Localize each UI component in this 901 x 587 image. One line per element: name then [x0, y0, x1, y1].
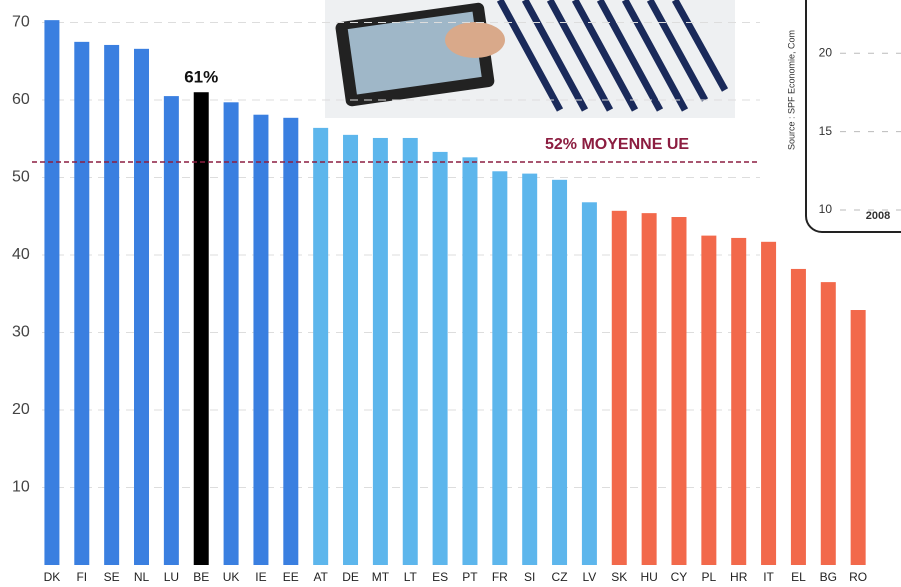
y-tick-label: 50: [12, 169, 30, 186]
bar: [343, 134, 359, 566]
bar: [522, 173, 538, 566]
bar: [402, 137, 418, 565]
x-tick-label: CZ: [552, 570, 568, 584]
y-tick-label: 20: [12, 401, 30, 418]
bar: [372, 137, 388, 565]
bar: [44, 20, 60, 566]
bar: [701, 235, 717, 566]
x-tick-label: DK: [44, 570, 61, 584]
bar: [552, 179, 568, 565]
x-tick-label: ES: [432, 570, 448, 584]
x-tick-label: IE: [255, 570, 266, 584]
x-tick-label: FI: [76, 570, 87, 584]
x-tick-label: FR: [492, 570, 508, 584]
bar: [134, 48, 150, 566]
bar: [462, 157, 478, 565]
x-tick-label: HU: [640, 570, 657, 584]
bar: [641, 213, 657, 565]
bar: [790, 268, 806, 565]
x-tick-label: LV: [583, 570, 597, 584]
y-tick-label: 70: [12, 14, 30, 31]
inset-y-tick-label: 15: [819, 124, 833, 138]
x-tick-label: MT: [372, 570, 390, 584]
bar: [671, 217, 687, 566]
x-tick-label: IT: [763, 570, 774, 584]
x-tick-label: LT: [404, 570, 418, 584]
bar: [193, 92, 209, 566]
bar: [283, 117, 299, 566]
value-label: 61%: [184, 68, 218, 87]
x-tick-label: LU: [164, 570, 179, 584]
x-tick-label: HR: [730, 570, 748, 584]
y-tick-label: 60: [12, 91, 30, 108]
bar: [850, 310, 866, 565]
x-tick-label: DE: [342, 570, 359, 584]
x-tick-label: PT: [462, 570, 478, 584]
bar: [432, 151, 448, 565]
x-tick-label: AT: [313, 570, 328, 584]
x-tick-label: EE: [283, 570, 299, 584]
bar: [163, 96, 179, 566]
x-tick-label: EL: [791, 570, 806, 584]
bar: [313, 127, 329, 565]
x-tick-label: SI: [524, 570, 535, 584]
inset-x-label: 2008: [866, 210, 890, 222]
bar: [761, 241, 777, 565]
inset-y-tick-label: 10: [819, 202, 833, 216]
inset-y-tick-label: 20: [819, 45, 833, 59]
bar: [223, 102, 239, 565]
y-tick-label: 30: [12, 324, 30, 341]
x-tick-label: NL: [134, 570, 150, 584]
x-tick-label: RO: [849, 570, 867, 584]
inset: Source : SPF Economie, Com 2008 10 15 20: [786, 0, 901, 233]
x-tick-label: SK: [611, 570, 627, 584]
x-tick-label: BG: [820, 570, 837, 584]
average-label: 52% MOYENNE UE: [545, 136, 689, 153]
bar: [492, 171, 508, 565]
bar: [74, 41, 90, 565]
bar: [104, 44, 120, 566]
x-tick-label: PL: [702, 570, 717, 584]
bar: [581, 202, 597, 566]
bar: [731, 237, 747, 565]
bar: [253, 114, 269, 565]
inset-source: Source : SPF Economie, Com: [786, 30, 796, 150]
bar: [820, 282, 836, 565]
bar: [611, 210, 627, 565]
x-tick-label: SE: [104, 570, 120, 584]
x-tick-label: BE: [193, 570, 209, 584]
y-tick-label: 10: [12, 479, 30, 496]
x-tick-label: CY: [671, 570, 688, 584]
x-tick-label: UK: [223, 570, 240, 584]
photo: [325, 0, 735, 118]
y-tick-label: 40: [12, 246, 30, 263]
